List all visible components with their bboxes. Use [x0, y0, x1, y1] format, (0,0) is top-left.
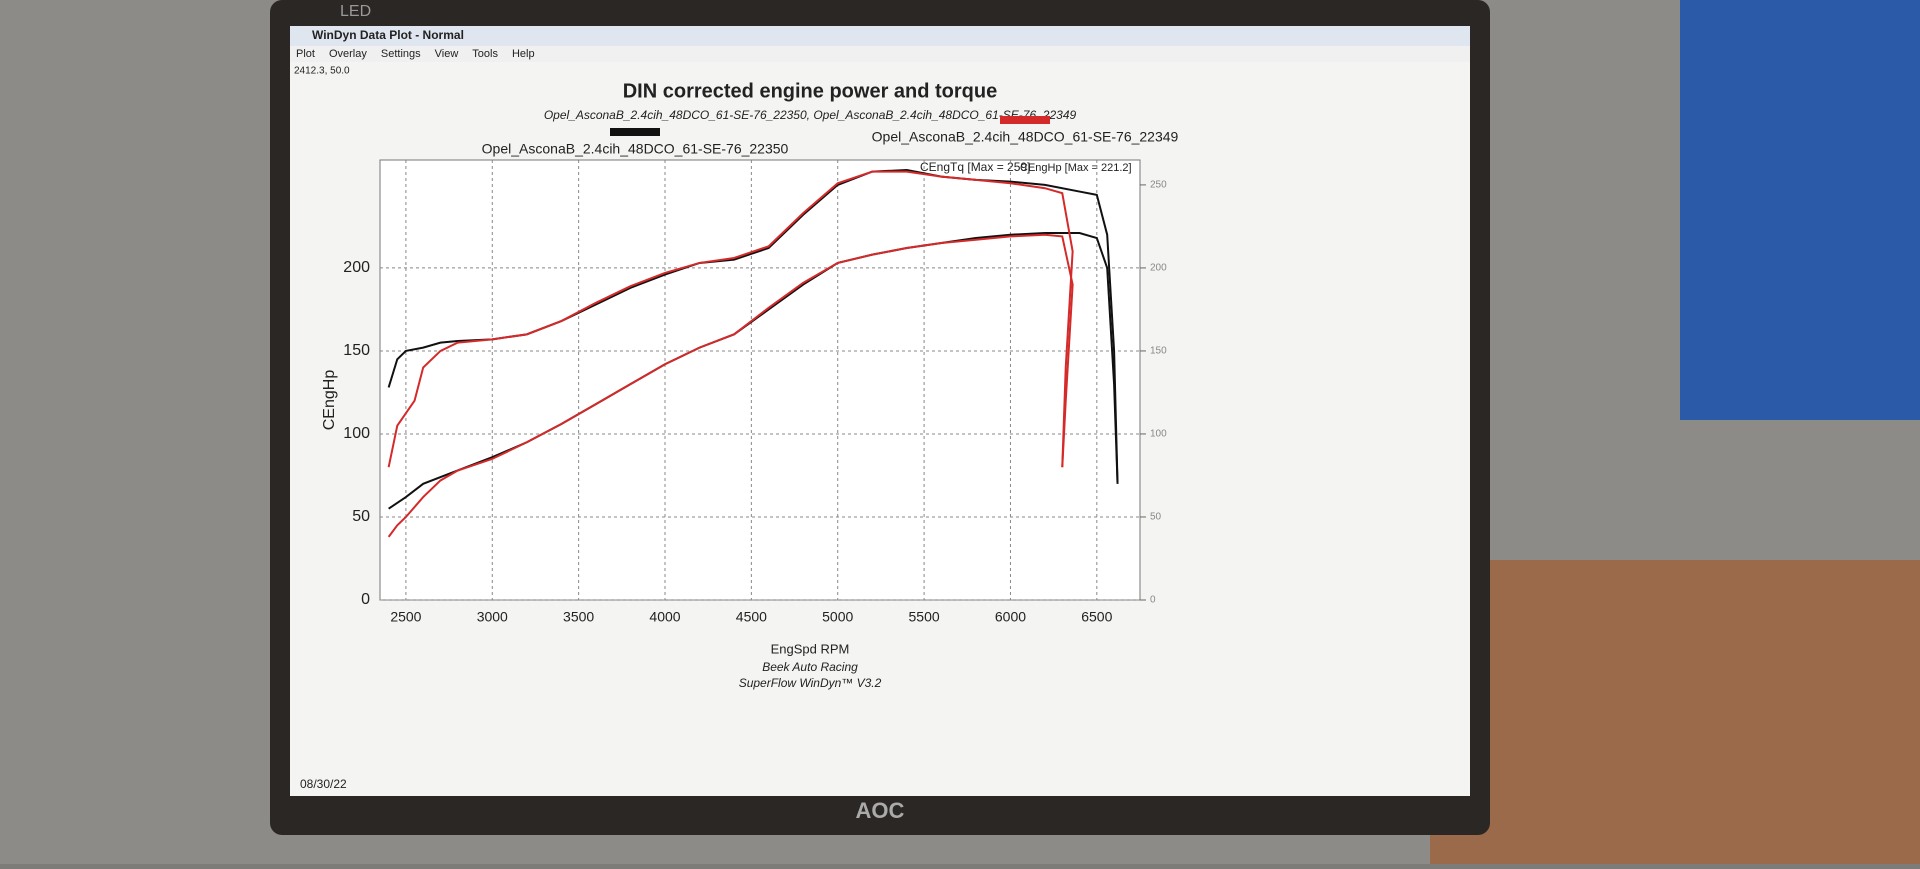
y-tick-label: 100	[343, 425, 370, 442]
y2-tick-label: 0	[1150, 595, 1156, 606]
menu-bar	[290, 46, 1470, 62]
chart-subtitle: Opel_AsconaB_2.4cih_48DCO_61-SE-76_22350…	[544, 108, 1077, 122]
annotation: CEngHp [Max = 221.2]	[1020, 162, 1132, 174]
y-tick-label: 150	[343, 342, 370, 359]
title-bar	[290, 26, 1470, 46]
menu-item[interactable]: View	[435, 48, 459, 60]
footer: Beek Auto Racing	[762, 660, 858, 674]
data-line	[387, 170, 1074, 468]
menu-item[interactable]: Overlay	[329, 48, 367, 60]
legend-label: Opel_AsconaB_2.4cih_48DCO_61-SE-76_22350	[482, 141, 789, 157]
status: 2412.3, 50.0	[294, 66, 350, 77]
y2-tick-label: 50	[1150, 512, 1162, 523]
x-tick-label: 5000	[822, 609, 853, 625]
x-tick-label: 3000	[477, 609, 508, 625]
y-axis-label: CEngHp	[321, 370, 338, 431]
y2-tick-label: 150	[1150, 346, 1167, 357]
x-tick-label: 4500	[736, 609, 767, 625]
x-tick-label: 2500	[390, 609, 421, 625]
y2-tick-label: 200	[1150, 263, 1167, 274]
x-tick-label: 4000	[649, 609, 680, 625]
y-tick-label: 200	[343, 259, 370, 276]
menu-item[interactable]: Plot	[296, 48, 315, 60]
bezel-brand: AOC	[856, 798, 905, 823]
x-tick-label: 3500	[563, 609, 594, 625]
legend-swatch	[610, 128, 660, 136]
menu-item[interactable]: Settings	[381, 48, 421, 60]
data-line	[387, 168, 1119, 484]
bezel-label: LED	[340, 3, 371, 20]
data-line	[388, 232, 1119, 510]
x-axis-label: EngSpd RPM	[771, 641, 850, 656]
chart: DIN corrected engine power and torque Op…	[321, 80, 1178, 690]
window-title: WinDyn Data Plot - Normal	[312, 28, 464, 42]
x-tick-label: 6000	[995, 609, 1026, 625]
y2-tick-label: 250	[1150, 180, 1167, 191]
x-tick-label: 5500	[909, 609, 940, 625]
plot-area	[379, 159, 1141, 601]
y-tick-label: 50	[352, 508, 370, 525]
data-line	[387, 233, 1074, 538]
chart-title: DIN corrected engine power and torque	[623, 80, 998, 102]
x-tick-label: 6500	[1081, 609, 1112, 625]
menu-item[interactable]: Tools	[472, 48, 498, 60]
legend-swatch	[1000, 116, 1050, 124]
legend-label: Opel_AsconaB_2.4cih_48DCO_61-SE-76_22349	[872, 129, 1179, 145]
date: 08/30/22	[300, 777, 347, 791]
desk	[1430, 560, 1920, 864]
annotation: CEngTq [Max = 259]	[920, 160, 1030, 174]
menu-item[interactable]: Help	[512, 48, 535, 60]
y-tick-label: 0	[361, 591, 370, 608]
footer: SuperFlow WinDyn™ V3.2	[739, 676, 882, 690]
y2-tick-label: 100	[1150, 429, 1167, 440]
machine	[1680, 0, 1920, 420]
